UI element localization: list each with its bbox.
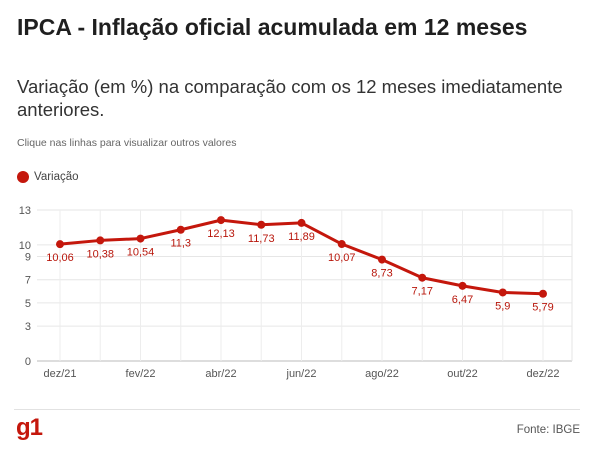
data-point bbox=[297, 218, 306, 227]
y-tick-label: 9 bbox=[25, 251, 31, 263]
axes: 0 3 5 7 910 13 dez/21 fev/22 abr/22 jun/22 ago/22 o… bbox=[19, 205, 560, 380]
footer-divider bbox=[14, 409, 580, 410]
data-label: 7,17 bbox=[412, 286, 433, 298]
interaction-hint: Clique nas linhas para visualizar outros… bbox=[17, 137, 237, 149]
x-tick-label: jun/22 bbox=[286, 368, 317, 380]
data-label: 11,73 bbox=[248, 233, 275, 245]
data-point bbox=[96, 236, 105, 245]
data-label: 5,79 bbox=[532, 302, 553, 314]
y-tick-label: 10 bbox=[19, 240, 31, 252]
data-labels: 10,06 10,38 10,54 11,3 12,13 11,73 11,89 10,07 8… bbox=[46, 228, 553, 314]
x-tick-label: ago/22 bbox=[365, 368, 399, 380]
legend-label: Variação bbox=[34, 171, 79, 183]
legend-marker bbox=[17, 171, 29, 183]
y-tick-label: 3 bbox=[25, 321, 31, 333]
x-tick-label: fev/22 bbox=[126, 368, 156, 380]
data-point bbox=[337, 240, 346, 249]
data-label: 11,89 bbox=[288, 231, 315, 243]
data-label: 11,3 bbox=[170, 238, 191, 250]
series-variacao[interactable] bbox=[56, 216, 547, 298]
line-chart[interactable]: 0 3 5 7 910 13 dez/21 fev/22 abr/22 jun/22 ago/22 o… bbox=[0, 195, 595, 390]
y-tick-label: 0 bbox=[25, 356, 31, 368]
x-tick-label: dez/21 bbox=[43, 368, 76, 380]
data-point bbox=[498, 288, 507, 297]
chart-subtitle: Variação (em %) na comparação com os 12 … bbox=[17, 76, 563, 120]
x-tick-label: abr/22 bbox=[205, 368, 236, 380]
data-point bbox=[539, 289, 547, 298]
data-point bbox=[136, 234, 145, 243]
data-point bbox=[378, 255, 386, 264]
data-point bbox=[217, 216, 225, 225]
y-tick-label: 5 bbox=[25, 298, 31, 310]
data-point bbox=[56, 240, 64, 249]
g1-logo: g1 bbox=[16, 414, 43, 441]
data-label: 10,54 bbox=[127, 247, 155, 259]
legend[interactable]: Variação bbox=[17, 170, 79, 184]
data-point bbox=[176, 225, 185, 234]
data-label: 10,07 bbox=[328, 252, 356, 264]
data-label: 10,06 bbox=[46, 252, 74, 264]
chart-title: IPCA - Inflação oficial acumulada em 12 … bbox=[17, 14, 528, 40]
y-tick-label: 7 bbox=[25, 275, 31, 287]
data-label: 12,13 bbox=[207, 228, 235, 240]
y-tick-label: 13 bbox=[19, 205, 31, 217]
x-tick-label: dez/22 bbox=[526, 368, 559, 380]
data-label: 5,9 bbox=[495, 300, 510, 312]
data-point bbox=[257, 220, 266, 229]
data-label: 6,47 bbox=[452, 294, 473, 306]
data-label: 10,38 bbox=[86, 248, 114, 260]
data-label: 8,73 bbox=[371, 268, 392, 280]
source-note: Fonte: IBGE bbox=[516, 424, 580, 436]
x-tick-label: out/22 bbox=[447, 368, 478, 380]
data-point bbox=[458, 281, 467, 290]
data-point bbox=[418, 273, 427, 282]
